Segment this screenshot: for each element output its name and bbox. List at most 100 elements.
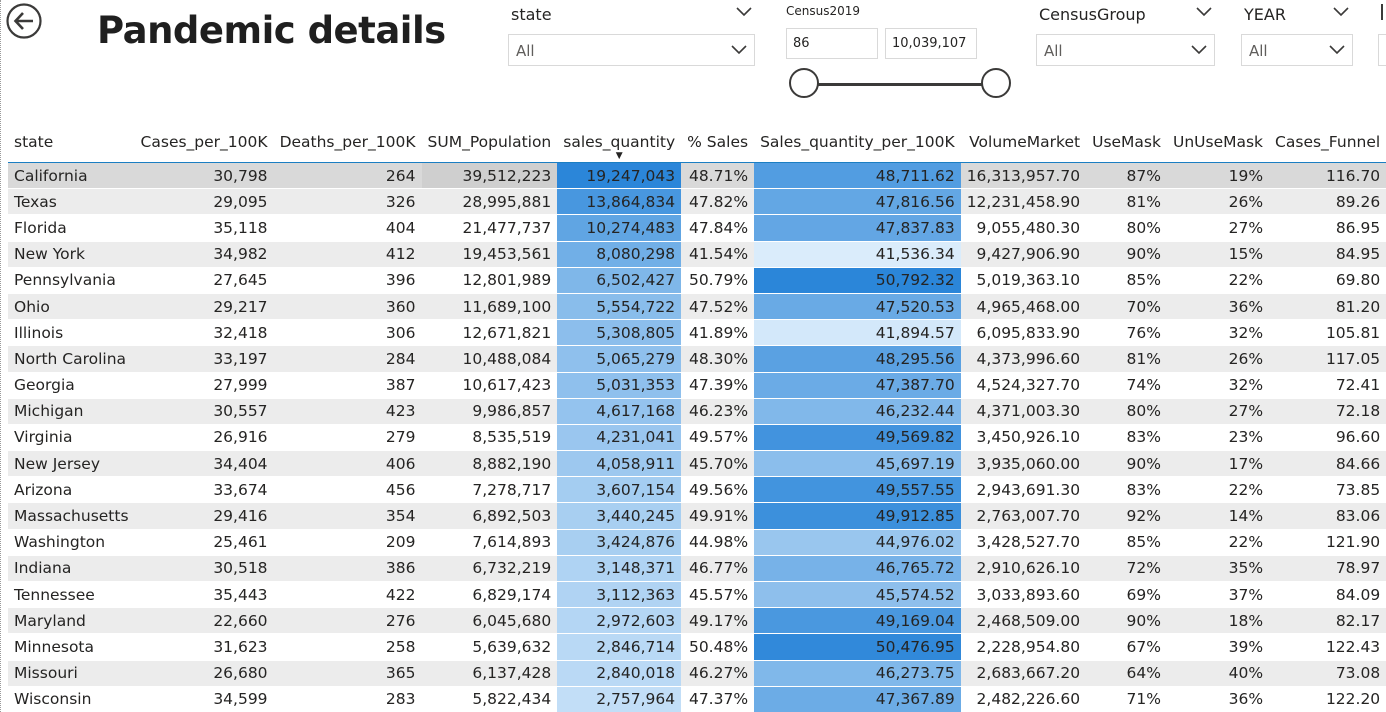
column-header-unuse-mask[interactable]: UnUseMask xyxy=(1166,122,1270,163)
chevron-down-icon[interactable] xyxy=(736,7,752,17)
cell-deaths-per-100k: 412 xyxy=(273,241,422,268)
cell-cases-per-100k: 35,118 xyxy=(134,214,274,242)
column-header-use-mask[interactable]: UseMask xyxy=(1086,122,1167,163)
cell-volume-market: 4,965,468.00 xyxy=(960,293,1087,321)
cell-unuse-mask: 15% xyxy=(1166,241,1270,268)
table-row[interactable]: Texas 29,095 326 28,995,881 13,864,834 47.82%… xyxy=(8,188,1386,216)
table-row[interactable]: Massachusetts 29,416 354 6,892,503 3,440,245… xyxy=(8,502,1386,530)
table-row[interactable]: Indiana 30,518 386 6,732,219 3,148,371 46.77%… xyxy=(8,555,1386,583)
cell-cases-funnel: 72.41 xyxy=(1269,372,1386,399)
cell-sales-quantity: 3,148,371 xyxy=(557,555,682,583)
chevron-down-icon[interactable] xyxy=(1333,7,1349,17)
cell-use-mask: 71% xyxy=(1086,686,1167,712)
cell-cases-per-100k: 22,660 xyxy=(134,607,274,635)
cell-pct-sales: 50.79% xyxy=(681,267,755,294)
cell-deaths-per-100k: 276 xyxy=(273,607,422,635)
column-header-state[interactable]: state xyxy=(8,122,135,163)
year-slicer-label: YEAR xyxy=(1244,5,1286,24)
table-row[interactable]: Florida 35,118 404 21,477,737 10,274,483 47.8… xyxy=(8,214,1386,242)
year-dropdown[interactable]: All xyxy=(1241,34,1353,66)
cell-cases-per-100k: 34,599 xyxy=(134,686,274,712)
cell-deaths-per-100k: 404 xyxy=(273,214,422,242)
table-row[interactable]: Washington 25,461 209 7,614,893 3,424,876 44.… xyxy=(8,529,1386,556)
cell-sales-quantity: 10,274,483 xyxy=(557,214,682,242)
table-row[interactable]: Michigan 30,557 423 9,986,857 4,617,168 46.23… xyxy=(8,398,1386,425)
state-dropdown[interactable]: All xyxy=(508,34,755,66)
table-row[interactable]: New York 34,982 412 19,453,561 8,080,298 41.5… xyxy=(8,241,1386,268)
cell-pct-sales: 49.91% xyxy=(681,502,755,530)
cell-sales-quantity-per-100k: 49,169.04 xyxy=(754,607,961,635)
column-header-deaths-per-100k[interactable]: Deaths_per_100K xyxy=(273,122,422,163)
census2019-slider-min-handle[interactable] xyxy=(789,68,819,98)
table-row[interactable]: Minnesota 31,623 258 5,639,632 2,846,714 50.4… xyxy=(8,633,1386,661)
table-row[interactable]: Pennsylvania 27,645 396 12,801,989 6,502,427… xyxy=(8,267,1386,294)
cell-sales-quantity-per-100k: 46,765.72 xyxy=(754,555,961,583)
table-row[interactable]: Ohio 29,217 360 11,689,100 5,554,722 47.52% 47… xyxy=(8,293,1386,321)
cell-use-mask: 83% xyxy=(1086,476,1167,504)
cell-unuse-mask: 17% xyxy=(1166,450,1270,478)
column-header-pct-sales[interactable]: % Sales xyxy=(681,122,755,163)
cell-volume-market: 4,371,003.30 xyxy=(960,398,1087,425)
cell-sales-quantity-per-100k: 49,912.85 xyxy=(754,502,961,530)
table-row[interactable]: Maryland 22,660 276 6,045,680 2,972,603 49.17… xyxy=(8,607,1386,635)
back-button[interactable] xyxy=(6,3,42,39)
cell-cases-funnel: 96.60 xyxy=(1269,424,1386,452)
census2019-max-input[interactable]: 10,039,107 xyxy=(885,28,977,59)
cell-state: Virginia xyxy=(8,424,135,452)
censusgroup-dropdown[interactable]: All xyxy=(1036,34,1215,66)
cell-use-mask: 69% xyxy=(1086,581,1167,609)
cell-pct-sales: 49.57% xyxy=(681,424,755,452)
cell-volume-market: 2,763,007.70 xyxy=(960,502,1087,530)
cell-cases-funnel: 78.97 xyxy=(1269,555,1386,583)
table-row[interactable]: Tennessee 35,443 422 6,829,174 3,112,363 45.5… xyxy=(8,581,1386,609)
cell-state: Missouri xyxy=(8,660,135,687)
census2019-min-input[interactable]: 86 xyxy=(786,28,878,59)
cell-volume-market: 3,428,527.70 xyxy=(960,529,1087,556)
cell-volume-market: 2,910,626.10 xyxy=(960,555,1087,583)
cell-sales-quantity-per-100k: 47,367.89 xyxy=(754,686,961,712)
column-header-volume-market[interactable]: VolumeMarket xyxy=(960,122,1087,163)
cell-cases-per-100k: 26,916 xyxy=(134,424,274,452)
cell-cases-funnel: 72.18 xyxy=(1269,398,1386,425)
cell-state: Washington xyxy=(8,529,135,556)
table-row[interactable]: Illinois 32,418 306 12,671,821 5,308,805 41.8… xyxy=(8,319,1386,347)
cell-cases-funnel: 122.43 xyxy=(1269,633,1386,661)
cell-sales-quantity: 2,757,964 xyxy=(557,686,682,712)
cell-use-mask: 64% xyxy=(1086,660,1167,687)
cell-pct-sales: 44.98% xyxy=(681,529,755,556)
table-row[interactable]: Missouri 26,680 365 6,137,428 2,840,018 46.27… xyxy=(8,660,1386,687)
cell-cases-per-100k: 25,461 xyxy=(134,529,274,556)
column-header-sales-quantity[interactable]: sales_quantity ▼ xyxy=(557,122,682,163)
cell-cases-funnel: 73.08 xyxy=(1269,660,1386,687)
cell-unuse-mask: 32% xyxy=(1166,319,1270,347)
cell-volume-market: 16,313,957.70 xyxy=(960,162,1087,190)
cell-sales-quantity: 4,231,041 xyxy=(557,424,682,452)
cell-sales-quantity-per-100k: 49,557.55 xyxy=(754,476,961,504)
cell-use-mask: 92% xyxy=(1086,502,1167,530)
extra-slicer-dropdown[interactable] xyxy=(1378,34,1386,66)
column-header-cases-funnel[interactable]: Cases_Funnel xyxy=(1269,122,1386,163)
table-row[interactable]: California 30,798 264 39,512,223 19,247,043 4… xyxy=(8,162,1386,190)
cell-cases-funnel: 82.17 xyxy=(1269,607,1386,635)
column-header-sum-population[interactable]: SUM_Population xyxy=(421,122,558,163)
cell-sales-quantity: 3,112,363 xyxy=(557,581,682,609)
cell-pct-sales: 46.23% xyxy=(681,398,755,425)
census2019-slider-max-handle[interactable] xyxy=(981,68,1011,98)
table-row[interactable]: Arizona 33,674 456 7,278,717 3,607,154 49.56%… xyxy=(8,476,1386,504)
cell-pct-sales: 47.37% xyxy=(681,686,755,712)
table-row[interactable]: New Jersey 34,404 406 8,882,190 4,058,911 45.… xyxy=(8,450,1386,478)
cell-use-mask: 70% xyxy=(1086,293,1167,321)
cell-use-mask: 80% xyxy=(1086,214,1167,242)
chevron-down-icon[interactable] xyxy=(1196,7,1212,17)
cell-pct-sales: 45.57% xyxy=(681,581,755,609)
cell-state: Florida xyxy=(8,214,135,242)
table-row[interactable]: North Carolina 33,197 284 10,488,084 5,065,2… xyxy=(8,345,1386,373)
table-row[interactable]: Virginia 26,916 279 8,535,519 4,231,041 49.57… xyxy=(8,424,1386,452)
cell-use-mask: 83% xyxy=(1086,424,1167,452)
table-row[interactable]: Georgia 27,999 387 10,617,423 5,031,353 47.39… xyxy=(8,372,1386,399)
table-row[interactable]: Wisconsin 34,599 283 5,822,434 2,757,964 47.3… xyxy=(8,686,1386,712)
cell-pct-sales: 47.52% xyxy=(681,293,755,321)
cell-unuse-mask: 23% xyxy=(1166,424,1270,452)
column-header-sales-quantity-per-100k[interactable]: Sales_quantity_per_100K xyxy=(754,122,961,163)
column-header-cases-per-100k[interactable]: Cases_per_100K xyxy=(134,122,274,163)
